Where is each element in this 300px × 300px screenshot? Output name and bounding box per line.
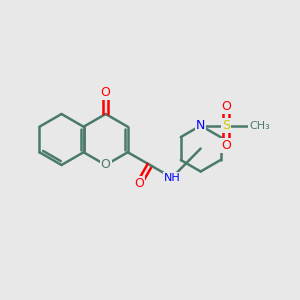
Text: NH: NH <box>164 172 180 183</box>
Text: O: O <box>134 177 144 190</box>
Text: O: O <box>101 158 111 172</box>
Text: S: S <box>222 119 230 132</box>
Text: O: O <box>221 139 231 152</box>
Text: CH₃: CH₃ <box>249 121 270 130</box>
Text: O: O <box>221 100 231 112</box>
Text: N: N <box>196 119 205 132</box>
Text: O: O <box>101 86 111 99</box>
